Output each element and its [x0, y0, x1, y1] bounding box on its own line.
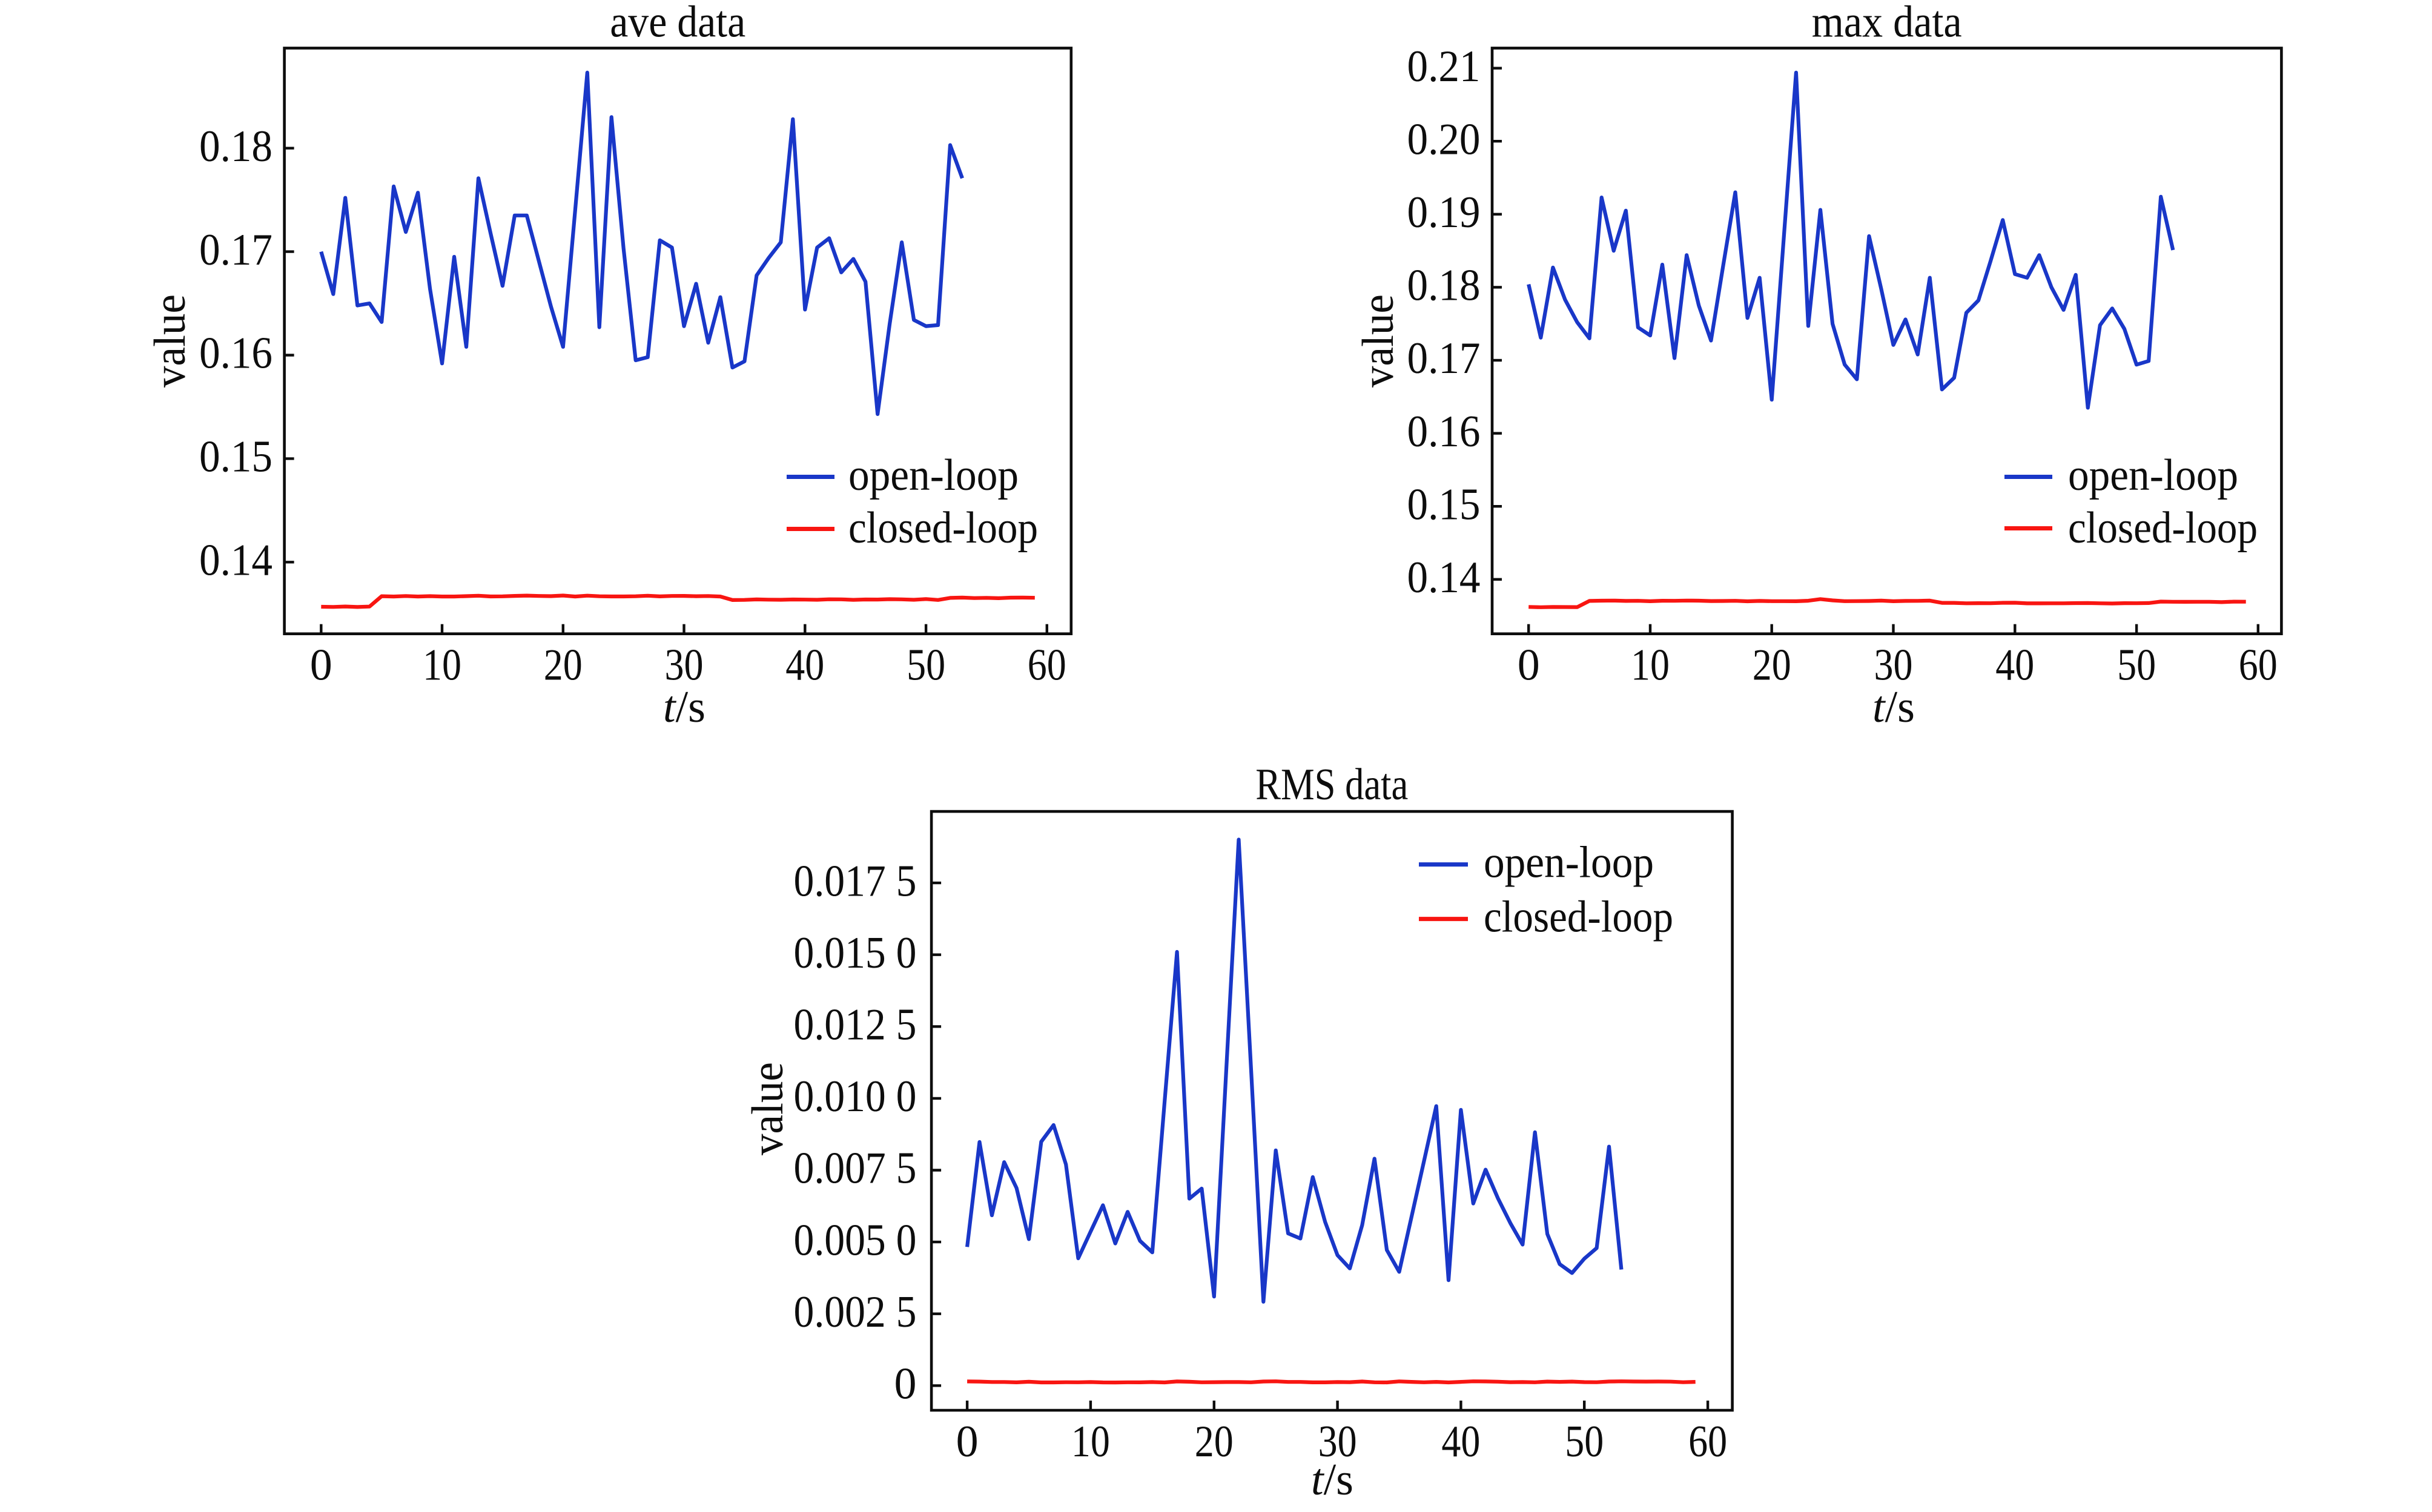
svg-text:RMS data: RMS data	[1255, 760, 1408, 810]
svg-text:value: value	[1353, 294, 1403, 388]
svg-text:0.16: 0.16	[1407, 407, 1481, 457]
svg-text:50: 50	[1565, 1417, 1604, 1467]
svg-text:0: 0	[1518, 640, 1540, 690]
svg-text:0: 0	[894, 1359, 917, 1409]
svg-text:50: 50	[2117, 640, 2156, 690]
svg-text:0.19: 0.19	[1407, 188, 1481, 237]
svg-text:30: 30	[1318, 1417, 1357, 1467]
svg-text:0.015 0: 0.015 0	[794, 928, 917, 978]
svg-text:t/s: t/s	[663, 682, 705, 732]
svg-text:0.14: 0.14	[1407, 553, 1481, 602]
svg-text:t/s: t/s	[1311, 1455, 1353, 1505]
svg-text:0.012 5: 0.012 5	[794, 1000, 917, 1050]
svg-text:0.017 5: 0.017 5	[794, 856, 917, 906]
svg-text:10: 10	[1631, 640, 1670, 690]
svg-text:closed-loop: closed-loop	[1484, 893, 1673, 942]
svg-text:0.18: 0.18	[1407, 261, 1481, 311]
svg-text:closed-loop: closed-loop	[848, 503, 1038, 553]
svg-text:10: 10	[423, 640, 461, 690]
svg-text:max data: max data	[1812, 0, 1962, 47]
svg-text:0.17: 0.17	[1407, 334, 1481, 383]
svg-text:20: 20	[544, 640, 583, 690]
svg-text:0.005 0: 0.005 0	[794, 1215, 917, 1265]
svg-text:20: 20	[1753, 640, 1791, 690]
svg-text:t/s: t/s	[1872, 682, 1915, 732]
svg-text:0: 0	[956, 1417, 979, 1467]
svg-text:60: 60	[1688, 1417, 1727, 1467]
svg-text:30: 30	[1874, 640, 1913, 690]
svg-text:40: 40	[1441, 1417, 1480, 1467]
svg-text:value: value	[743, 1062, 793, 1155]
svg-text:value: value	[145, 294, 195, 388]
svg-text:30: 30	[665, 640, 704, 690]
svg-text:0.010 0: 0.010 0	[794, 1072, 917, 1121]
svg-text:ave data: ave data	[610, 0, 745, 47]
svg-text:0.17: 0.17	[199, 225, 273, 275]
svg-text:10: 10	[1071, 1417, 1110, 1467]
svg-text:0.14: 0.14	[199, 536, 273, 586]
svg-text:60: 60	[1028, 640, 1066, 690]
svg-text:open-loop: open-loop	[848, 451, 1019, 500]
svg-text:0: 0	[310, 640, 332, 690]
svg-text:60: 60	[2239, 640, 2278, 690]
svg-text:0.007 5: 0.007 5	[794, 1144, 917, 1193]
svg-text:0.002 5: 0.002 5	[794, 1287, 917, 1337]
svg-text:0.20: 0.20	[1407, 114, 1481, 164]
svg-text:closed-loop: closed-loop	[2068, 503, 2258, 553]
svg-text:40: 40	[1995, 640, 2034, 690]
svg-text:40: 40	[785, 640, 824, 690]
svg-text:0.15: 0.15	[1407, 480, 1481, 529]
svg-text:0.18: 0.18	[199, 122, 273, 171]
svg-text:50: 50	[907, 640, 945, 690]
svg-text:open-loop: open-loop	[2068, 451, 2238, 500]
svg-text:0.15: 0.15	[199, 432, 273, 482]
svg-text:0.16: 0.16	[199, 329, 273, 378]
svg-text:open-loop: open-loop	[1484, 838, 1654, 888]
svg-text:0.21: 0.21	[1407, 42, 1481, 91]
svg-text:20: 20	[1195, 1417, 1234, 1467]
